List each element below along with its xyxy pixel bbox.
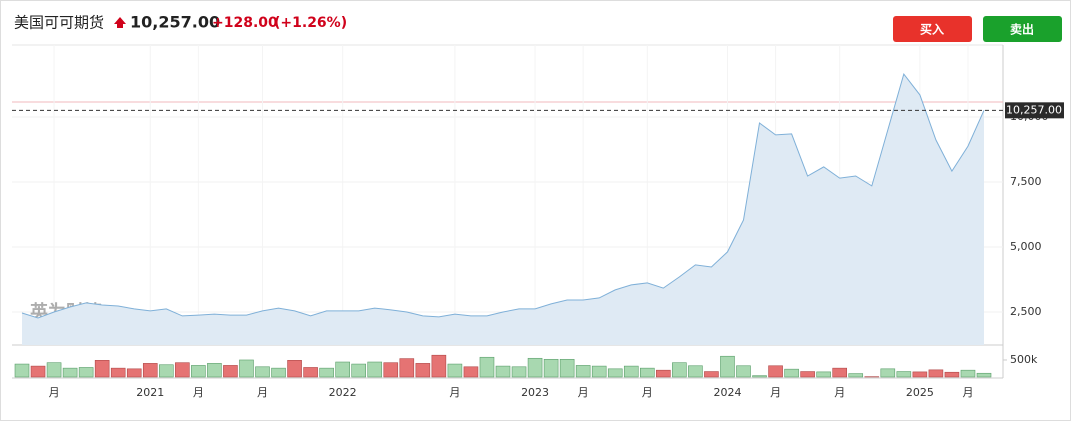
- change: +128.00: [212, 15, 278, 31]
- x-tick-label: 月: [449, 386, 460, 399]
- volume-bar: [624, 366, 638, 377]
- volume-bar: [448, 364, 462, 377]
- volume-bar: [945, 372, 959, 377]
- volume-bar: [143, 363, 157, 377]
- volume-bar: [191, 365, 205, 377]
- volume-bar: [801, 372, 815, 377]
- x-tick-label: 2021: [136, 386, 164, 399]
- volume-bar: [175, 363, 189, 377]
- volume-bar: [512, 367, 526, 377]
- volume-bar: [688, 366, 702, 377]
- sell-label[interactable]: 卖出: [1010, 22, 1034, 37]
- volume-bar: [496, 366, 510, 377]
- volume-bar: [272, 368, 286, 377]
- volume-bar: [640, 368, 654, 377]
- volume-bar: [560, 359, 574, 377]
- volume-bar: [47, 363, 61, 377]
- volume-bar: [977, 373, 991, 377]
- volume-bar: [720, 356, 734, 377]
- y-tick-label: 7,500: [1010, 175, 1042, 188]
- volume-bar: [95, 360, 109, 377]
- title: 美国可可期货: [14, 14, 104, 32]
- volume-bar: [785, 369, 799, 377]
- volume-bar: [368, 362, 382, 377]
- x-tick-label: 月: [257, 386, 268, 399]
- volume-bar: [336, 362, 350, 377]
- volume-bar: [753, 376, 767, 377]
- volume-bar: [737, 366, 751, 377]
- volume-bar: [528, 358, 542, 377]
- buy-label[interactable]: 买入: [920, 23, 944, 37]
- volume-tick-label: 500k: [1010, 353, 1038, 366]
- volume-bar: [929, 370, 943, 377]
- volume-bar: [79, 367, 93, 377]
- volume-bar: [897, 372, 911, 377]
- volume-bar: [833, 368, 847, 377]
- volume-bar: [432, 355, 446, 377]
- y-tick-label: 2,500: [1010, 305, 1042, 318]
- x-tick-label: 2024: [713, 386, 741, 399]
- volume-bar: [320, 368, 334, 377]
- volume-bar: [464, 367, 478, 377]
- price: 10,257.00: [130, 13, 220, 32]
- volume-bar: [656, 370, 670, 377]
- x-tick-label: 月: [770, 386, 781, 399]
- volume-bar: [159, 365, 173, 377]
- x-tick-label: 月: [193, 386, 204, 399]
- volume-bar: [576, 365, 590, 377]
- volume-bar: [256, 367, 270, 377]
- volume-bar: [817, 372, 831, 377]
- volume-bar: [881, 369, 895, 377]
- volume-bar: [304, 367, 318, 377]
- x-tick-label: 月: [642, 386, 653, 399]
- volume-bar: [111, 368, 125, 377]
- volume-bar: [15, 364, 29, 377]
- volume-bar: [400, 359, 414, 377]
- volume-bar: [544, 359, 558, 377]
- x-tick-label: 月: [49, 386, 60, 399]
- volume-bar: [288, 360, 302, 377]
- volume-bar: [63, 368, 77, 377]
- volume-bar: [223, 365, 237, 377]
- x-tick-label: 2025: [906, 386, 934, 399]
- volume-bar: [704, 372, 718, 377]
- volume-bar: [961, 370, 975, 377]
- volume-bar: [608, 369, 622, 377]
- volume-bar: [672, 363, 686, 377]
- volume-bar: [416, 363, 430, 377]
- volume-bar: [31, 366, 45, 377]
- x-tick-label: 2023: [521, 386, 549, 399]
- volume-bar: [352, 364, 366, 377]
- volume-bar: [913, 372, 927, 377]
- volume-bar: [127, 369, 141, 377]
- volume-bar: [480, 357, 494, 377]
- volume-bar: [239, 360, 253, 377]
- volume-bar: [384, 363, 398, 377]
- last-price-label: 10,257.00: [1006, 103, 1062, 116]
- volume-bar: [769, 366, 783, 377]
- x-tick-label: 月: [578, 386, 589, 399]
- volume-bar: [849, 374, 863, 377]
- volume-bar: [207, 363, 221, 377]
- x-tick-label: 2022: [329, 386, 357, 399]
- y-tick-label: 5,000: [1010, 240, 1042, 253]
- volume-bar: [592, 366, 606, 377]
- change-pct: (+1.26%): [274, 15, 347, 31]
- x-tick-label: 月: [962, 386, 973, 399]
- x-tick-label: 月: [834, 386, 845, 399]
